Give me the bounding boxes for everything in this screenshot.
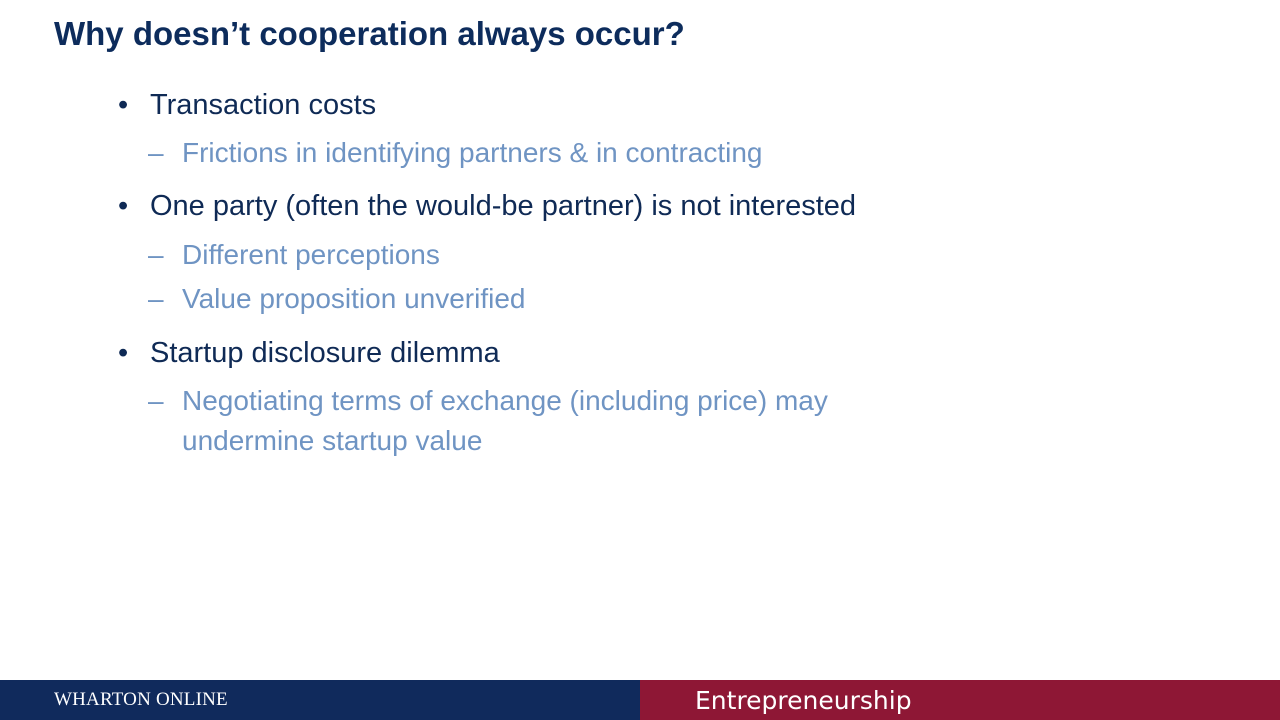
bullet-text: Startup disclosure dilemma: [150, 337, 500, 369]
bullet-text: Transaction costs: [150, 89, 377, 121]
sub-bullet-marker: –: [148, 137, 164, 168]
sub-bullet-marker: –: [148, 385, 164, 416]
sub-bullet-text: Frictions in identifying partners & in c…: [182, 137, 763, 168]
bullet-item: • Startup disclosure dilemma: [118, 336, 500, 370]
bullet-item: • Transaction costs: [118, 88, 376, 122]
sub-bullet-text: Negotiating terms of exchange (including…: [182, 385, 828, 416]
bullet-marker: •: [118, 89, 129, 121]
sub-bullet-text: Value proposition unverified: [182, 283, 526, 314]
sub-bullet-marker: –: [148, 283, 164, 314]
slide-title: Why doesn’t cooperation always occur?: [54, 15, 685, 52]
bullet-item: • One party (often the would-be partner) …: [118, 189, 856, 223]
sub-bullet-marker: –: [148, 239, 164, 270]
footer-brand-panel: WHARTON ONLINE: [0, 680, 640, 720]
sub-bullet-item: – Different perceptions: [148, 235, 440, 275]
course-name: Entrepreneurship: [695, 685, 912, 715]
sub-bullet-item: – Value proposition unverified: [148, 279, 525, 319]
footer-bar: WHARTON ONLINE Entrepreneurship: [0, 680, 1280, 720]
slide-content: • Transaction costs – Frictions in identif…: [118, 88, 856, 461]
bullet-text: One party (often the would-be partner) i…: [150, 190, 857, 222]
sub-bullet-text: Different perceptions: [182, 239, 440, 270]
sub-bullet-item: – Negotiating terms of exchange (includin…: [148, 381, 828, 461]
footer-course-panel: Entrepreneurship: [640, 680, 1280, 720]
sub-bullet-item: – Frictions in identifying partners & in …: [148, 133, 763, 173]
sub-bullet-text-continued: undermine startup value: [182, 425, 483, 456]
wharton-online-logo: WHARTON ONLINE: [54, 689, 228, 710]
bullet-marker: •: [118, 190, 129, 222]
bullet-marker: •: [118, 337, 129, 369]
